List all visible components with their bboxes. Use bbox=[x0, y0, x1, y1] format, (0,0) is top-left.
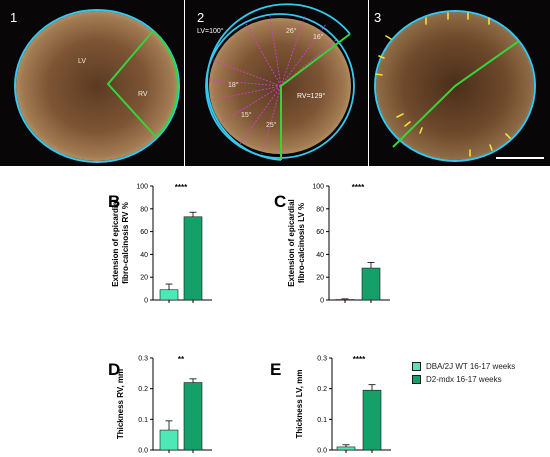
photo-label-rv: RV bbox=[138, 91, 148, 98]
photo-panel-3: 3 bbox=[369, 0, 550, 166]
legend: DBA/2J WT 16-17 weeks D2-mdx 16-17 weeks bbox=[412, 362, 515, 388]
panel-letter-b: B bbox=[108, 192, 120, 211]
y-tick-label: 60 bbox=[316, 229, 324, 236]
septum-line-2 bbox=[280, 33, 351, 160]
angle-label-26: 26° bbox=[286, 27, 297, 35]
y-tick-label: 80 bbox=[140, 206, 148, 213]
y-axis-label: fibro-calcinosis RV % bbox=[121, 202, 130, 284]
y-tick-label: 60 bbox=[140, 229, 148, 236]
y-tick-label: 0.2 bbox=[317, 386, 327, 393]
heart-section-photo-strip: 1 LV RV 2 LV=100° 26° 16° 18° RV=129° 15… bbox=[0, 0, 550, 166]
angle-label-18: 18° bbox=[228, 81, 239, 89]
legend-swatch-wt bbox=[412, 362, 421, 371]
photo-panel-2: 2 LV=100° 26° 16° 18° RV=129° 15° 25° bbox=[185, 0, 368, 166]
y-tick-label: 80 bbox=[316, 206, 324, 213]
angle-label-25: 25° bbox=[266, 121, 277, 129]
photo-number-1: 1 bbox=[10, 10, 17, 25]
legend-item-mdx: D2-mdx 16-17 weeks bbox=[412, 375, 515, 384]
outline-circle-1 bbox=[14, 9, 180, 163]
angle-label-rv: RV=129° bbox=[297, 92, 325, 100]
bar-mdx bbox=[362, 389, 382, 451]
y-tick-label: 0.0 bbox=[138, 448, 148, 455]
y-tick-label: 0.3 bbox=[138, 356, 148, 363]
y-tick-label: 0.1 bbox=[138, 417, 148, 424]
outline-arc-2-outer bbox=[206, 3, 351, 161]
significance-label: **** bbox=[352, 183, 365, 192]
angle-label-lv: LV=100° bbox=[197, 27, 224, 35]
bar-wt bbox=[336, 446, 356, 451]
epicardial-arc-1 bbox=[152, 30, 179, 138]
septum-line-3 bbox=[392, 40, 520, 148]
y-tick-label: 0.1 bbox=[317, 417, 327, 424]
photo-number-2: 2 bbox=[197, 10, 204, 25]
y-tick-label: 0.0 bbox=[317, 448, 327, 455]
legend-item-wt: DBA/2J WT 16-17 weeks bbox=[412, 362, 515, 371]
photo-number-3: 3 bbox=[374, 10, 381, 25]
y-axis-label: Thickness LV, mm bbox=[295, 370, 304, 439]
significance-label: **** bbox=[353, 355, 366, 364]
y-axis-label: fibro-calcinosis LV % bbox=[297, 203, 306, 283]
y-tick-label: 0 bbox=[144, 298, 148, 305]
y-tick-label: 40 bbox=[316, 252, 324, 259]
y-tick-label: 100 bbox=[136, 184, 148, 191]
significance-label: **** bbox=[175, 183, 188, 192]
legend-label-wt: DBA/2J WT 16-17 weeks bbox=[426, 362, 516, 371]
y-axis-label: Thickness RV, mm bbox=[116, 369, 125, 439]
panel-letter-e: E bbox=[270, 360, 281, 379]
photo-panel-1: 1 LV RV bbox=[0, 0, 184, 166]
y-tick-label: 100 bbox=[312, 184, 324, 191]
legend-label-mdx: D2-mdx 16-17 weeks bbox=[426, 375, 502, 384]
y-tick-label: 0.3 bbox=[317, 356, 327, 363]
angle-label-15: 15° bbox=[241, 111, 252, 119]
calcinosis-marks-3 bbox=[375, 12, 511, 157]
significance-label: ** bbox=[178, 355, 185, 364]
y-axis-label: Extension of epicardial bbox=[287, 199, 296, 287]
y-tick-label: 0.2 bbox=[138, 386, 148, 393]
y-tick-label: 40 bbox=[140, 252, 148, 259]
legend-swatch-mdx bbox=[412, 375, 421, 384]
septum-line-1 bbox=[106, 30, 157, 138]
angle-label-16: 16° bbox=[313, 33, 324, 41]
y-tick-label: 20 bbox=[140, 275, 148, 282]
panel-letter-c: C bbox=[274, 192, 286, 211]
panel-letter-d: D bbox=[108, 360, 120, 379]
outline-circle-3 bbox=[374, 10, 536, 162]
y-tick-label: 20 bbox=[316, 275, 324, 282]
photo-label-lv: LV bbox=[78, 58, 86, 65]
y-tick-label: 0 bbox=[320, 298, 324, 305]
y-axis-label: Extension of epicardial bbox=[111, 199, 120, 287]
scale-bar bbox=[496, 157, 544, 159]
